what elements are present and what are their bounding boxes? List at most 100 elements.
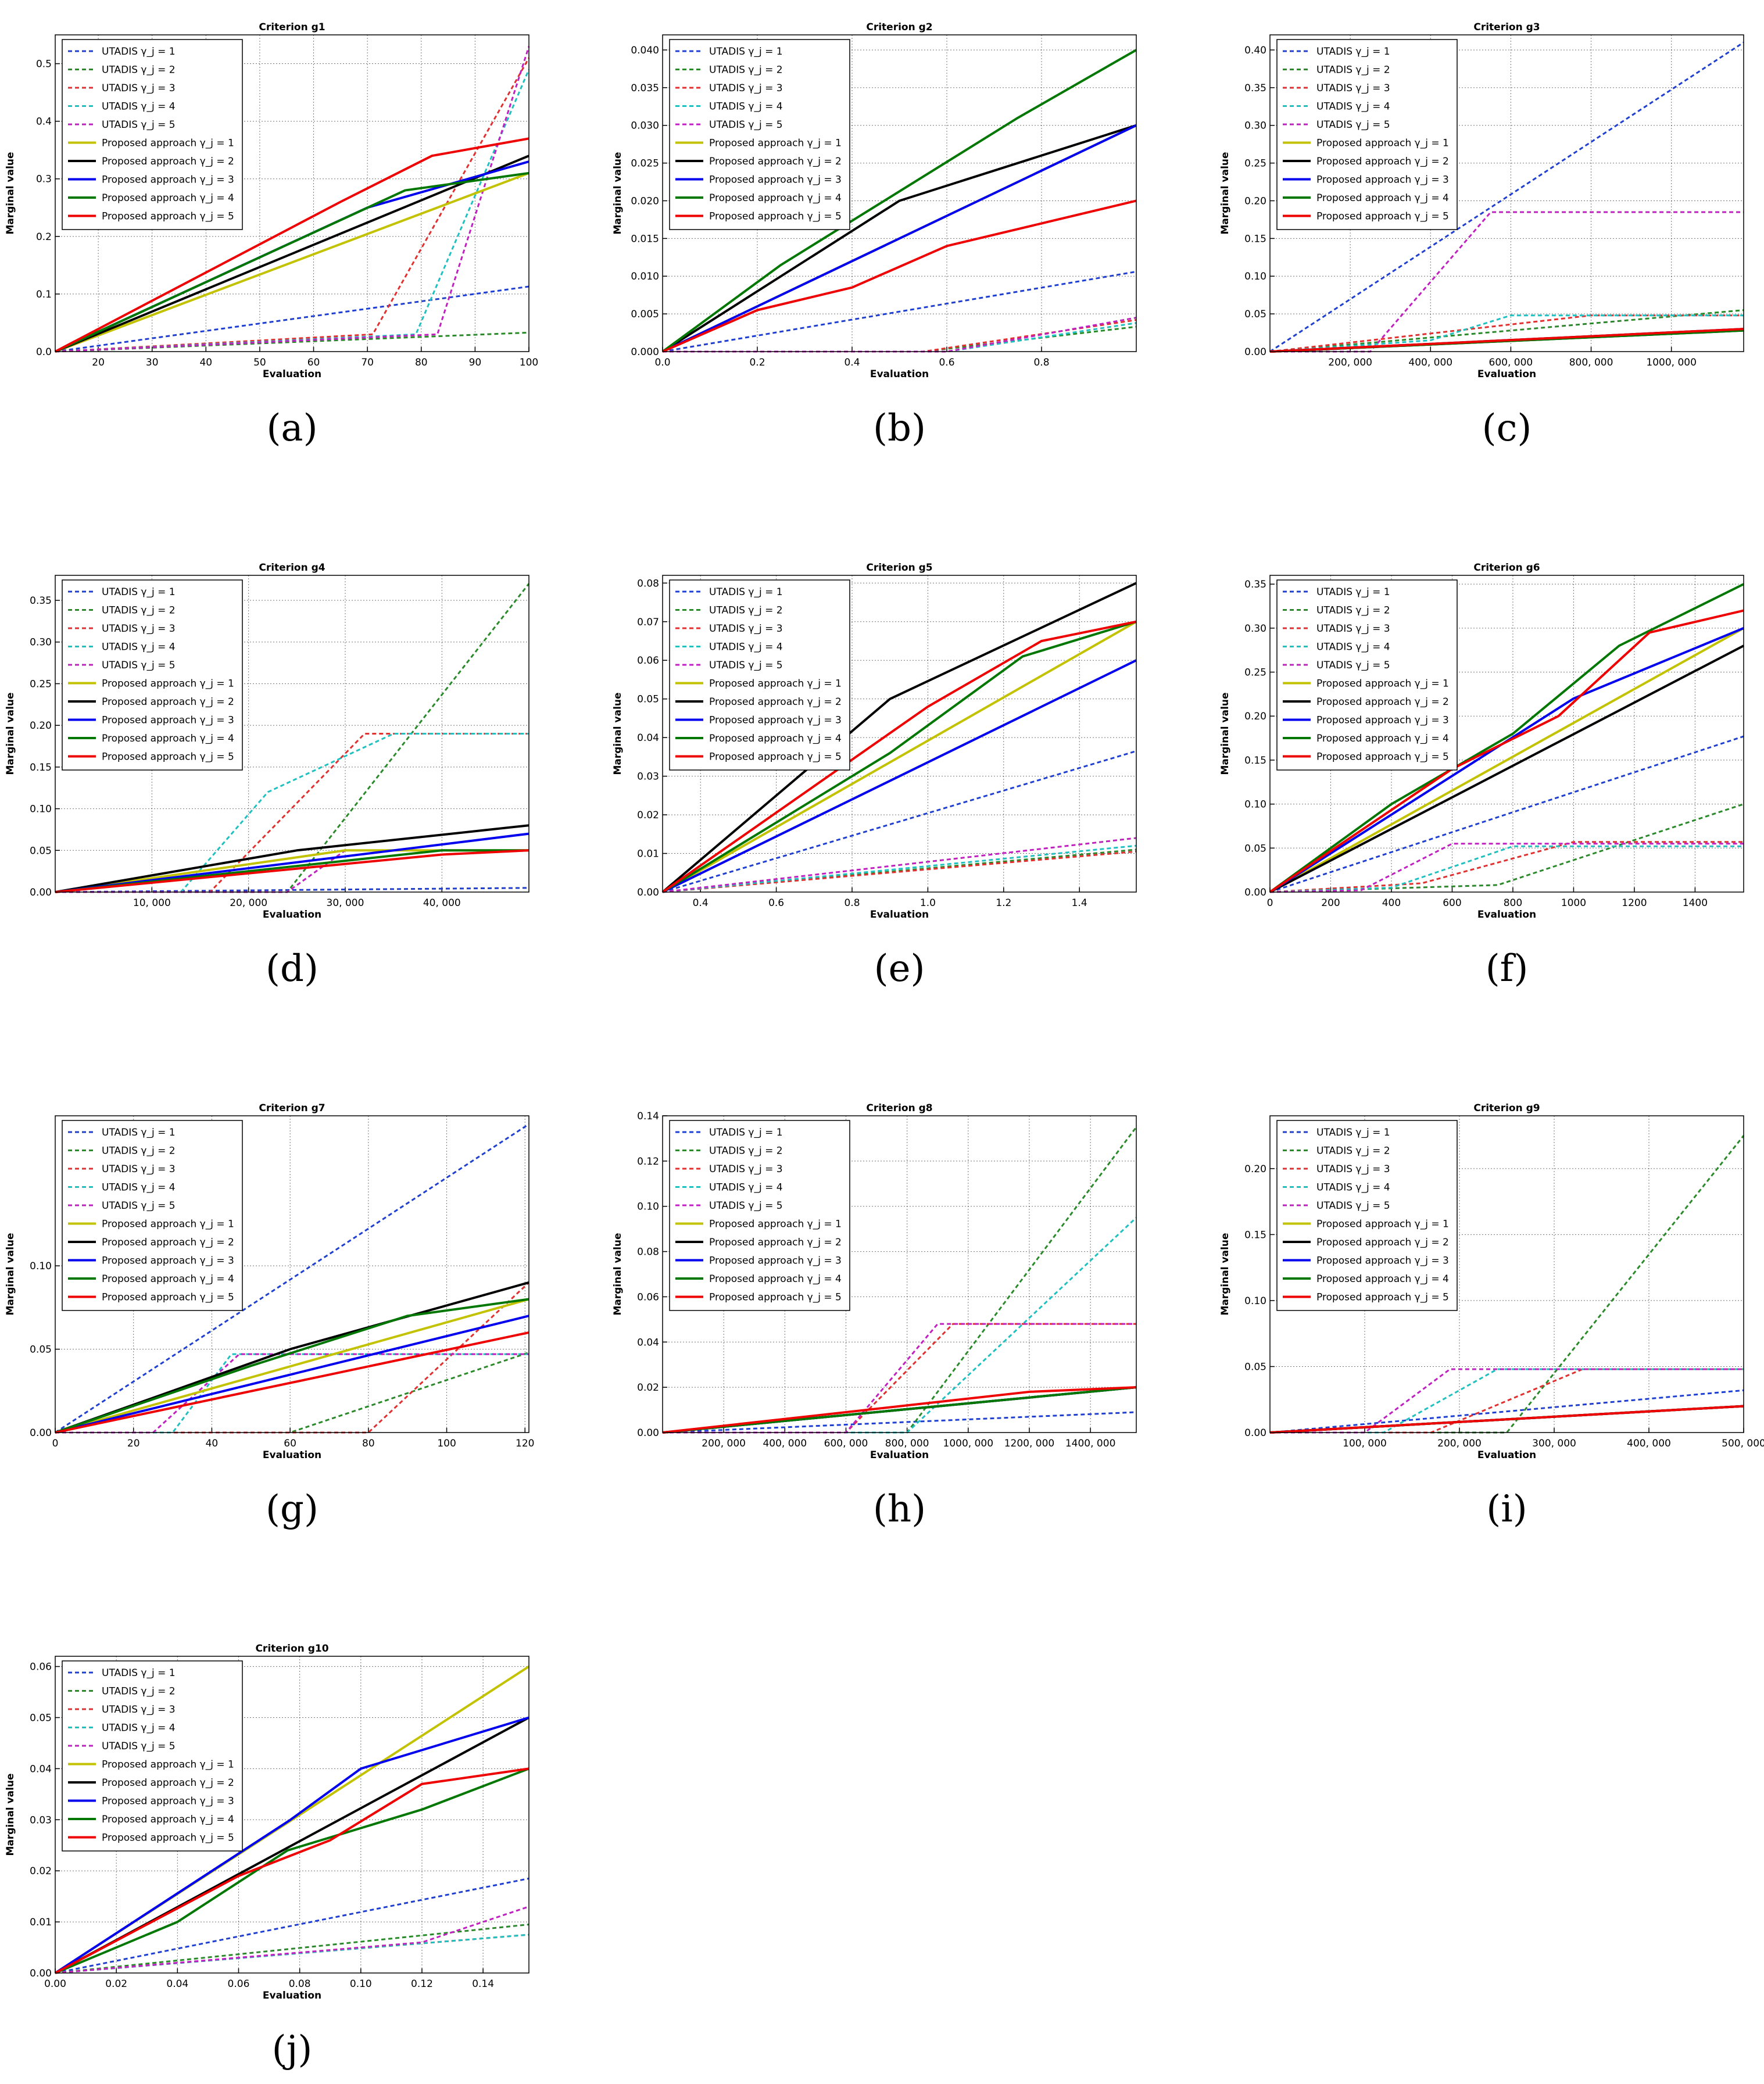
x-tick-label: 800, 000: [885, 1438, 929, 1449]
legend-label: UTADIS γ_j = 3: [1316, 623, 1390, 635]
x-tick-label: 0.0: [654, 357, 670, 368]
x-tick-label: 200, 000: [1437, 1438, 1482, 1449]
legend-label: Proposed approach γ_j = 3: [709, 174, 842, 186]
x-tick-label: 800, 000: [1569, 357, 1613, 368]
y-axis-label: Marginal value: [1219, 152, 1231, 234]
y-tick-label: 0.02: [637, 1382, 659, 1394]
x-tick-label: 0: [1267, 897, 1273, 909]
plot-frame: [55, 34, 529, 352]
chart-title: Criterion g4: [259, 562, 325, 574]
y-tick-label: 0.12: [637, 1156, 659, 1168]
y-tick-label: 0.05: [1244, 309, 1266, 320]
legend-label: UTADIS γ_j = 1: [102, 1667, 176, 1679]
x-tick-label: 100: [437, 1438, 456, 1449]
plot-frame: [1269, 1115, 1744, 1433]
chart-panel-9: 100, 000 200, 000 300, 000 400, 000 500, 000…: [1219, 1102, 1764, 1461]
series-line-4: [1269, 314, 1744, 353]
y-tick-label: 0.10: [30, 1261, 52, 1272]
y-tick-label: 0.00: [1244, 887, 1266, 898]
x-tick-label: 40, 000: [423, 897, 461, 909]
legend-label: Proposed approach γ_j = 3: [102, 715, 234, 726]
x-tick-label: 800: [1504, 897, 1522, 909]
legend-label: Proposed approach γ_j = 1: [1316, 678, 1449, 690]
x-axis-label: Evaluation: [263, 1449, 321, 1461]
y-tick-label: 0.20: [1244, 1163, 1266, 1175]
legend-label: Proposed approach γ_j = 1: [1316, 138, 1449, 149]
legend-label: Proposed approach γ_j = 2: [709, 156, 842, 167]
x-axis-label: Evaluation: [1477, 1449, 1536, 1461]
legend-label: UTADIS γ_j = 2: [709, 65, 783, 76]
y-tick-label: 0.08: [637, 1247, 659, 1258]
series-line-5: [55, 849, 529, 893]
legend-label: UTADIS γ_j = 1: [102, 46, 176, 58]
chart-panel-2: 0.0 0.2 0.4 0.6 0.8 0.000 0.005 0.010 0.015 0.020…: [612, 22, 1137, 380]
legend-label: Proposed approach γ_j = 4: [102, 733, 234, 744]
y-tick-label: 0.06: [637, 655, 659, 667]
series-line-10: [1269, 328, 1744, 353]
x-tick-label: 1000, 000: [1646, 357, 1697, 368]
series-line-1: [1269, 735, 1744, 893]
x-tick-label: 0.08: [289, 1978, 311, 1990]
x-tick-label: 90: [469, 357, 482, 368]
series-line-5: [1269, 843, 1744, 893]
legend-label: UTADIS γ_j = 1: [102, 1127, 176, 1138]
series-line-8: [662, 124, 1137, 353]
x-tick-label: 20: [127, 1438, 140, 1449]
panel-caption: (e): [874, 947, 925, 990]
legend-label: Proposed approach γ_j = 5: [1316, 751, 1449, 763]
series-line-6: [662, 621, 1137, 893]
y-tick-label: 0.015: [631, 233, 659, 245]
series-line-6: [1269, 627, 1744, 893]
x-tick-label: 0.04: [166, 1978, 188, 1990]
y-tick-label: 0.15: [30, 762, 52, 774]
series-line-10: [1269, 1405, 1744, 1434]
legend-label: UTADIS γ_j = 3: [102, 83, 176, 94]
series-line-8: [55, 832, 529, 893]
legend-label: UTADIS γ_j = 1: [1316, 46, 1390, 58]
y-tick-label: 0.040: [631, 45, 659, 56]
y-tick-label: 0.03: [30, 1814, 52, 1826]
legend-label: UTADIS γ_j = 5: [1316, 119, 1390, 131]
y-tick-label: 0.20: [30, 720, 52, 732]
series-line-3: [1269, 841, 1744, 893]
legend-label: UTADIS γ_j = 3: [1316, 83, 1390, 94]
panel-caption: (d): [266, 947, 319, 990]
series-line-10: [662, 1386, 1137, 1434]
y-axis-label: Marginal value: [1219, 1233, 1231, 1315]
x-tick-label: 200, 000: [702, 1438, 746, 1449]
chart-panel-1: 20 30 40 50 60 70 80 90 100 0.0 0.1 0.2 0.3 0.4 0.5 Cri…: [5, 22, 538, 380]
x-tick-label: 0.06: [228, 1978, 250, 1990]
series-line-5: [55, 1906, 529, 1974]
panel-caption: (j): [271, 2028, 313, 2071]
x-tick-label: 0.12: [411, 1978, 433, 1990]
panel-caption: (b): [873, 407, 926, 450]
legend-label: UTADIS γ_j = 3: [709, 83, 783, 94]
x-tick-label: 0.8: [844, 897, 860, 909]
y-tick-label: 0.025: [631, 158, 659, 170]
series-line-1: [1269, 41, 1744, 353]
legend-label: UTADIS γ_j = 5: [709, 1200, 783, 1212]
legend-label: UTADIS γ_j = 2: [1316, 65, 1390, 76]
x-tick-label: 400, 000: [763, 1438, 807, 1449]
series-line-1: [55, 1877, 529, 1974]
legend-label: Proposed approach γ_j = 4: [1316, 192, 1449, 204]
series-line-5: [662, 837, 1137, 893]
legend-label: UTADIS γ_j = 2: [102, 1686, 176, 1698]
legend-label: UTADIS γ_j = 4: [102, 101, 176, 113]
legend-label: UTADIS γ_j = 1: [1316, 1127, 1390, 1138]
series-line-9: [55, 849, 529, 893]
panel-caption: (a): [266, 407, 318, 450]
y-axis-label: Marginal value: [612, 1233, 624, 1315]
legend-label: Proposed approach γ_j = 2: [102, 1777, 234, 1789]
x-tick-label: 60: [284, 1438, 296, 1449]
x-tick-label: 20, 000: [230, 897, 267, 909]
y-tick-label: 0.10: [1244, 1295, 1266, 1307]
y-tick-label: 0.20: [1244, 711, 1266, 722]
x-tick-label: 1000, 000: [943, 1438, 994, 1449]
series-line-3: [662, 850, 1137, 893]
legend-label: UTADIS γ_j = 1: [709, 46, 783, 58]
plot-frame: [662, 34, 1137, 352]
series-line-1: [1269, 1389, 1744, 1434]
x-tick-label: 70: [361, 357, 374, 368]
legend-label: Proposed approach γ_j = 2: [1316, 696, 1449, 708]
